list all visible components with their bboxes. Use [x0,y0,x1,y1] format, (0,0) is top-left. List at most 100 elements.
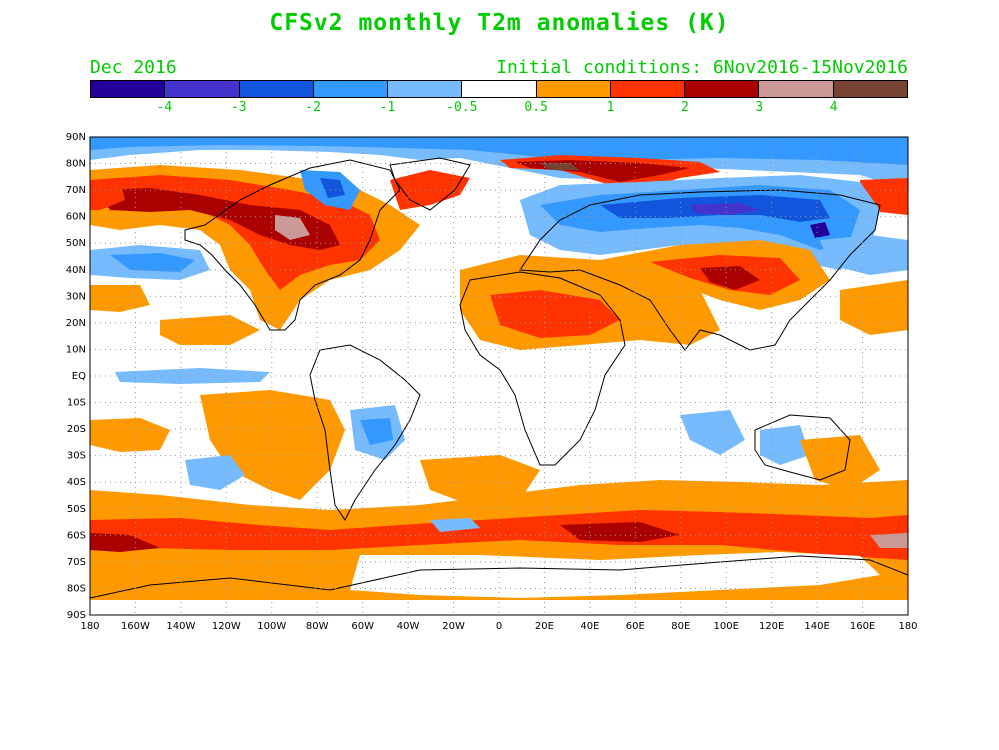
colorbar-swatch-3 [313,81,389,97]
latitude-label: 40S [67,477,86,488]
longitude-label: 120W [212,621,241,632]
north-america-warm-3 [100,188,340,250]
colorbar-label: 1 [606,100,615,115]
europe-asia-coast [519,189,881,351]
north-america-coast [184,159,401,331]
south-america-cold-core [360,418,393,445]
longitude-label: 40W [397,621,420,632]
latitude-label: 20S [67,424,86,435]
southern-ocean-warm-2 [90,510,908,560]
antarctic-white [350,552,880,598]
southern-ocean-warm-5 [870,533,908,548]
longitude-label: 180 [80,621,99,632]
longitude-label: 140E [804,621,829,632]
south-america-coast [309,344,421,521]
latitude-label: 20N [66,318,86,329]
colorbar-swatch-2 [239,81,314,97]
longitude-label: 80W [306,621,329,632]
longitude-label: 140W [166,621,195,632]
south-pacific-warm-west [90,418,170,452]
eurasia-cold-4 [690,203,760,215]
tasman-warm [800,435,880,490]
longitude-label: 120E [759,621,784,632]
longitude-label: 160W [121,621,150,632]
africa-coast [459,271,626,466]
pacific-subtropical-warm [840,280,908,335]
north-pacific-warm [90,180,125,210]
colorbar-label: -1 [379,100,396,115]
map-title: CFSv2 monthly T2m anomalies (K) [269,10,730,36]
longitude-label: 60E [626,621,645,632]
far-east-cold-core [810,222,830,238]
colorbar-swatch-1 [165,81,240,97]
colorbar-swatch-7 [610,81,686,97]
coastlines [89,157,909,599]
latitude-label: 90N [66,132,86,143]
colorbar-label: 2 [680,100,689,115]
latitude-label: 60N [66,212,86,223]
colorbar-swatch-9 [759,81,834,97]
colorbar-label: 4 [829,100,838,115]
longitude-label: 60W [351,621,374,632]
colorbar-label: -0.5 [446,100,478,115]
australia-cold [760,425,810,465]
antarctic-cold-patch [430,518,480,532]
colorbar-swatch-0 [91,81,166,97]
north-america-warm-4 [275,215,310,240]
latitude-label: 10S [67,398,86,409]
colorbar [90,80,908,98]
initial-conditions-label: Initial conditions: 6Nov2016-15Nov2016 [496,57,908,78]
colorbar-label: 3 [755,100,764,115]
canada-cold-spot-core [320,178,345,198]
latitude-label: 70N [66,185,86,196]
colorbar-swatch-8 [685,81,760,97]
latitude-label: 50S [67,504,86,515]
colorbar-swatch-6 [536,81,611,97]
longitude-label: 80E [671,621,690,632]
south-pacific-cold [185,455,245,490]
north-pacific-cold-core [110,253,195,272]
forecast-month-label: Dec 2016 [90,57,177,78]
indian-ocean-cold [680,410,745,455]
equatorial-cold-strip [115,368,270,384]
greenland-coast [389,157,471,211]
colorbar-label: -3 [230,100,247,115]
anomaly-fields [90,137,908,600]
antarctica-coast [89,555,909,599]
barents-warm-peak [540,163,580,170]
latitude-label: 30N [66,291,86,302]
colorbar-swatch-5 [462,81,537,97]
colorbar-label: -4 [156,100,173,115]
latitude-label: 60S [67,530,86,541]
central-pacific-warm [90,285,150,312]
latitude-label: 80S [67,583,86,594]
latitude-label: 50N [66,238,86,249]
latitude-labels: 90N 80N 70N 60N 50N 40N 30N 20N 10N EQ 10S 20S 30S 40… [66,132,86,621]
map-frame [89,136,909,616]
longitude-label: 20E [535,621,554,632]
latitude-label: 80N [66,159,86,170]
colorbar-label: 0.5 [524,100,548,115]
north-africa-warm-2 [490,290,620,338]
southern-ocean-warm-3 [90,533,160,552]
longitude-label: 180 [898,621,917,632]
latitude-label: 30S [67,451,86,462]
longitude-label: 100W [257,621,286,632]
latitude-label: 70S [67,557,86,568]
arctic-cold-core [90,137,908,165]
longitude-label: 20W [442,621,465,632]
longitude-label: 0 [496,621,502,632]
latitude-label: 90S [67,610,86,621]
colorbar-swatch-4 [388,81,463,97]
colorbar-swatch-10 [833,81,907,97]
longitude-label: 160E [850,621,875,632]
latitude-label: 40N [66,265,86,276]
south-atlantic-warm [420,455,540,505]
longitude-labels: 180 160W 140W 120W 100W 80W 60W 40W 20W 0 20E 40E 60… [80,621,917,632]
latitude-label: EQ [72,371,86,382]
longitude-label: 40E [580,621,599,632]
central-asia-warm-3 [700,266,760,290]
colorbar-label: -2 [305,100,321,115]
australia-coast [754,414,851,481]
